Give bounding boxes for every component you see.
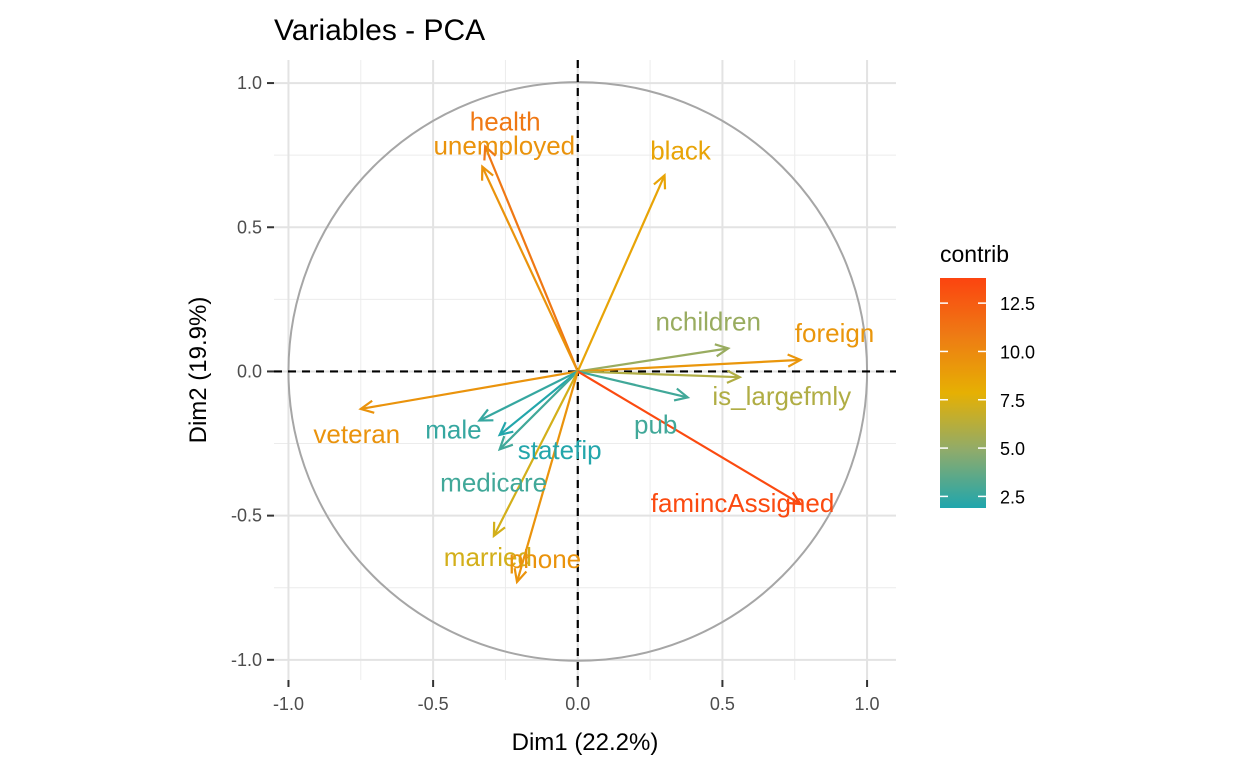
arrow-head [481,164,494,181]
label-foreign: foreign [795,318,875,348]
y-tick-label: -0.5 [231,506,262,526]
y-axis-title: Dim2 (19.9%) [185,297,212,444]
x-tick-label: 0.5 [710,694,735,714]
arrow-nchildren [577,343,731,373]
minor-gridlines [274,60,896,680]
legend-title: contrib [940,241,1009,267]
variable-arrows [358,144,804,585]
label-married: married [444,542,532,572]
label-phone: phone [509,544,581,574]
y-tick-label: -1.0 [231,650,262,670]
label-black: black [650,135,712,165]
legend-tick-label: 2.5 [1000,487,1025,507]
arrow-head [726,369,743,384]
arrow-head [358,399,375,414]
arrow-shaft [492,370,579,537]
arrow-is_largefmly [577,369,743,384]
legend: contrib 2.5 5.0 7.5 10.0 12.5 [940,241,1035,508]
arrow-shaft [498,370,579,436]
legend-ticks: 2.5 5.0 7.5 10.0 12.5 [940,294,1035,507]
arrow-head [787,353,804,368]
y-tick-label: 1.0 [237,73,262,93]
y-axis: -1.0 -0.5 0.0 0.5 1.0 [231,73,274,670]
arrow-pub [577,370,691,402]
arrow-famincAssigned [577,370,803,506]
arrow-shaft [577,370,802,506]
arrow-head [483,144,497,161]
arrow-shaft [498,370,579,451]
x-tick-label: 0.0 [565,694,590,714]
arrow-foreign [577,353,804,373]
arrow-head [714,343,731,358]
arrow-shaft [481,166,579,372]
arrow-head [653,173,667,190]
arrow-unemployed [481,164,579,372]
legend-tick-label: 12.5 [1000,294,1035,314]
arrow-shaft [577,358,801,373]
arrow-head [492,521,506,539]
arrow-head [673,387,691,402]
legend-tick-label: 10.0 [1000,342,1035,362]
x-tick-label: 1.0 [855,694,880,714]
label-male: male [425,414,481,444]
arrow-head [477,408,494,422]
chart-title: Variables - PCA [274,14,485,47]
arrow-shaft [515,371,579,583]
arrow-shaft [360,370,578,411]
arrow-black [576,173,667,372]
arrow-statefip [497,370,579,437]
legend-colorbar [940,278,986,508]
x-tick-label: -1.0 [273,694,304,714]
label-pub: pub [634,409,677,439]
arrow-male [477,370,579,422]
y-tick-label: 0.0 [237,361,262,381]
arrow-head [497,421,514,437]
x-tick-label: -0.5 [418,694,449,714]
label-medicare: medicare [440,467,547,497]
arrow-head [513,567,528,585]
arrow-shaft [478,370,579,422]
y-tick-label: 0.5 [237,217,262,237]
arrow-shaft [577,347,729,373]
arrow-health [483,144,579,372]
label-veteran: veteran [313,419,400,449]
arrow-head [786,491,803,506]
legend-tick-label: 7.5 [1000,391,1025,411]
label-unemployed: unemployed [433,131,575,161]
arrow-shaft [577,370,740,379]
label-nchildren: nchildren [655,306,761,336]
label-statefip: statefip [518,435,602,465]
arrow-head [497,435,514,452]
legend-tick-label: 5.0 [1000,439,1025,459]
label-famincAssigned: famincAssigned [651,488,835,518]
arrow-veteran [358,370,578,414]
arrow-medicare [497,370,579,452]
arrow-shaft [576,174,666,372]
arrow-phone [513,371,579,585]
label-health: health [470,107,541,137]
x-axis: -1.0 -0.5 0.0 0.5 1.0 [273,680,880,714]
arrow-shaft [577,370,688,399]
arrow-shaft [484,146,579,372]
x-axis-title: Dim1 (22.2%) [512,729,659,756]
label-is_largefmly: is_largefmly [712,381,851,411]
arrow-married [492,370,579,539]
